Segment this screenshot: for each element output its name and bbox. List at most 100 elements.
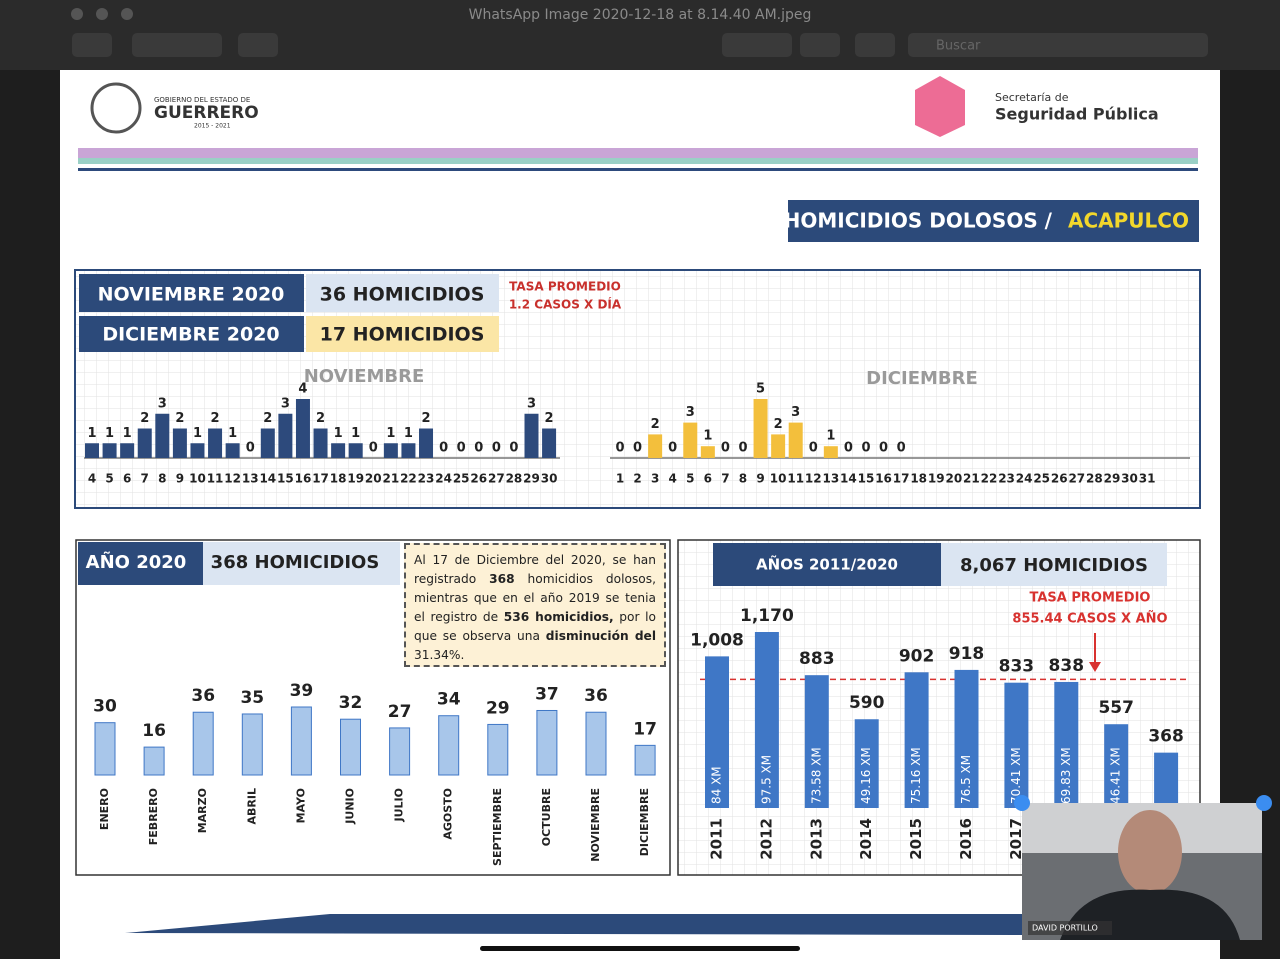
- note-text: homicidios dolosos, mientras que en el a…: [414, 572, 656, 624]
- value-label: 1: [703, 429, 712, 444]
- value-label: 902: [899, 646, 935, 666]
- value-label: 3: [686, 405, 695, 420]
- footer-wedge: [125, 914, 1030, 935]
- bar: [85, 443, 99, 458]
- value-label: 0: [439, 441, 448, 456]
- video-minimize[interactable]: [1256, 795, 1272, 811]
- bar: [487, 723, 509, 776]
- value-label: 0: [457, 441, 466, 456]
- inner-label: 75.16 XM: [909, 747, 923, 804]
- bar: [753, 399, 768, 458]
- sidebar-button[interactable]: [72, 33, 112, 57]
- x-tick-label: 11: [207, 472, 224, 486]
- value-label: 36: [584, 686, 608, 706]
- value-label: 2: [421, 411, 430, 426]
- years-total: 8,067 HOMICIDIOS: [960, 555, 1148, 576]
- value-label: 0: [633, 441, 642, 456]
- home-indicator: [480, 946, 800, 951]
- year-label-box: [78, 542, 203, 585]
- value-label: 1: [404, 426, 413, 441]
- gov-years: 2015 - 2021: [194, 123, 231, 130]
- years-label-box: [713, 543, 941, 586]
- x-tick-label: 23: [998, 472, 1015, 486]
- bar: [172, 428, 187, 458]
- bar: [585, 711, 607, 776]
- value-label: 36: [191, 686, 215, 706]
- sec-line1: Secretaría de: [995, 91, 1069, 104]
- x-tick-label: 4: [88, 472, 96, 486]
- charts: NOVIEMBRE4151617283921011121211301421531…: [84, 366, 1190, 866]
- minimize-button[interactable]: [96, 8, 108, 20]
- note-text: Al 17 de Diciembre del 2020, se han regi…: [414, 553, 656, 586]
- bar: [683, 422, 698, 458]
- value-label: 0: [897, 441, 906, 456]
- annotate-button[interactable]: [855, 33, 895, 57]
- value-label: 2: [175, 411, 184, 426]
- x-tick-label: 25: [453, 472, 470, 486]
- value-label: 2: [263, 411, 272, 426]
- share-button[interactable]: [238, 33, 278, 57]
- inner-label: 84 XM: [710, 766, 724, 804]
- value-label: 3: [527, 396, 536, 411]
- value-label: 0: [474, 441, 483, 456]
- bar: [771, 434, 786, 458]
- bar: [904, 672, 929, 808]
- zoom-buttons[interactable]: [132, 33, 222, 57]
- close-button[interactable]: [71, 8, 83, 20]
- x-tick-label: 26: [1051, 472, 1068, 486]
- value-label: 2: [651, 417, 660, 432]
- x-tick-label: 30: [541, 472, 558, 486]
- x-tick-label: 6: [704, 472, 712, 486]
- x-tick-label: 14: [259, 472, 276, 486]
- title-place: ACAPULCO: [1068, 209, 1189, 233]
- value-label: 27: [388, 702, 412, 722]
- sec-logo: [915, 76, 965, 137]
- bar: [137, 428, 152, 458]
- x-tick-label: 30: [1121, 472, 1138, 486]
- search-field[interactable]: [908, 33, 1208, 57]
- video-expand[interactable]: [1014, 795, 1030, 811]
- bar: [241, 713, 263, 776]
- value-label: 1: [826, 429, 835, 444]
- x-tick-label: 31: [1139, 472, 1156, 486]
- dec-total: 17 HOMICIDIOS: [320, 324, 485, 346]
- value-label: 37: [535, 684, 559, 704]
- decor-band: [78, 158, 1198, 164]
- x-tick-label: 19: [928, 472, 945, 486]
- x-tick-label: 24: [435, 472, 452, 486]
- x-tick-label: ABRIL: [245, 788, 258, 824]
- rotate-button[interactable]: [800, 33, 840, 57]
- value-label: 368: [1148, 727, 1184, 747]
- zoom-button[interactable]: [121, 8, 133, 20]
- bar: [648, 434, 663, 458]
- value-label: 838: [1049, 656, 1085, 676]
- x-tick-label: 10: [189, 472, 206, 486]
- markup-button[interactable]: [722, 33, 792, 57]
- x-tick-label: 12: [805, 472, 822, 486]
- video-name: DAVID PORTILLO: [1032, 924, 1098, 933]
- value-label: 1: [87, 426, 96, 441]
- value-label: 590: [849, 693, 885, 713]
- x-tick-label: 13: [822, 472, 839, 486]
- value-label: 17: [633, 719, 657, 739]
- value-label: 16: [142, 721, 166, 741]
- value-label: 29: [486, 698, 510, 718]
- x-tick-label: 19: [347, 472, 364, 486]
- video-face: [1118, 810, 1182, 894]
- x-tick-label: DICIEMBRE: [638, 788, 651, 856]
- value-label: 3: [158, 396, 167, 411]
- value-label: 1: [386, 426, 395, 441]
- reference-title: TASA PROMEDIO: [1030, 591, 1151, 606]
- nov-total-box: [306, 274, 499, 312]
- dec-label-box: [79, 316, 304, 352]
- inner-label: 76.5 XM: [959, 755, 973, 804]
- value-label: 0: [738, 441, 747, 456]
- bar: [700, 446, 715, 458]
- x-tick-label: 9: [756, 472, 764, 486]
- x-tick-label: 23: [418, 472, 435, 486]
- value-label: 1,008: [690, 630, 744, 650]
- gov-logo: [90, 82, 142, 134]
- x-tick-label: 25: [1033, 472, 1050, 486]
